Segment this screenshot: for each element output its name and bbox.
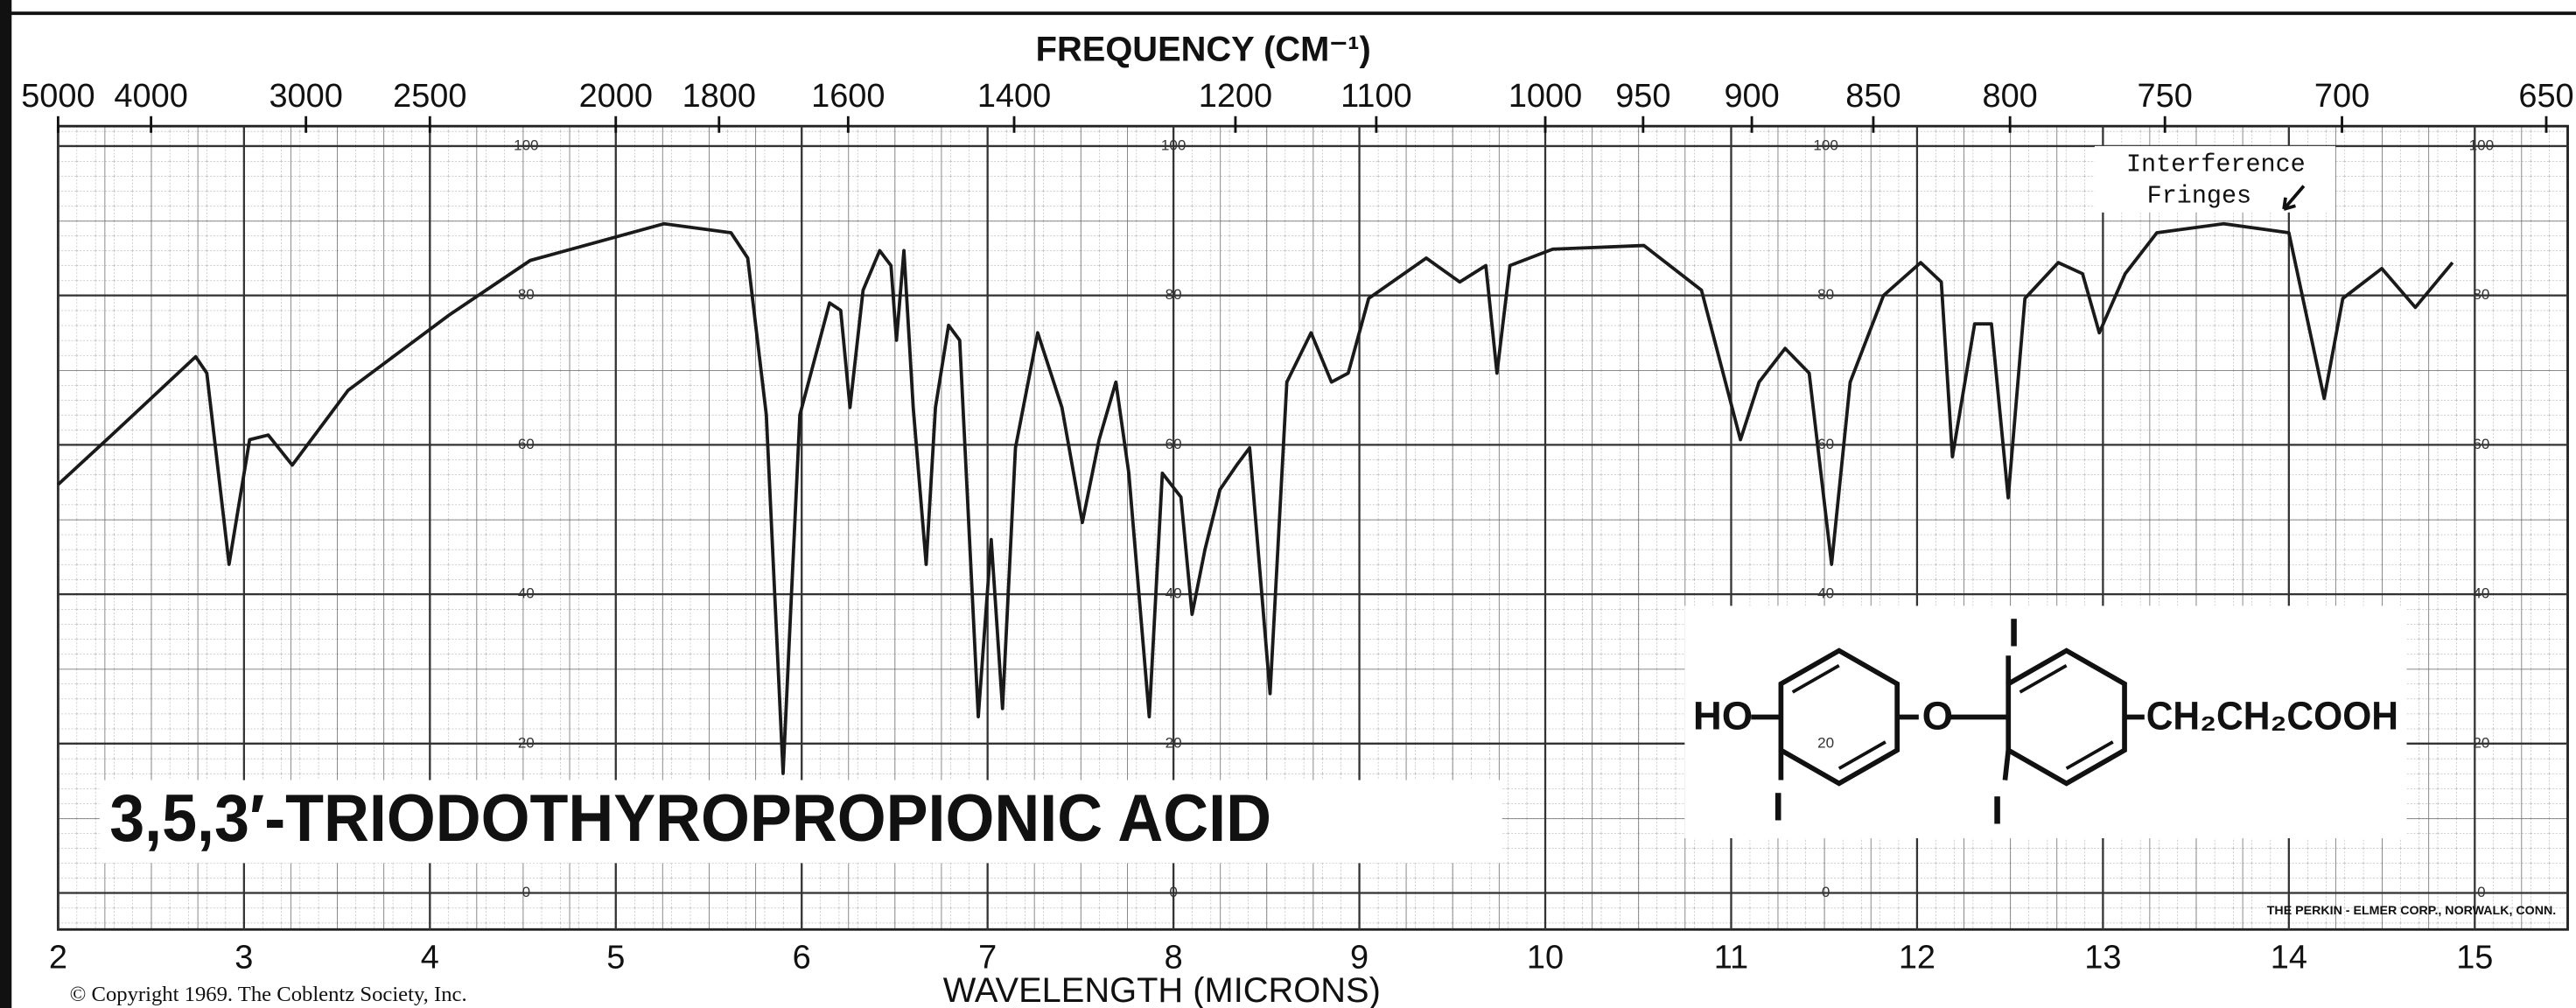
grid (57, 126, 2568, 930)
structure-labels: HO O I I I CH₂CH₂COOH (1693, 611, 2398, 833)
y-tick-label: 40 (518, 585, 535, 602)
top-tick-label: 2500 (393, 78, 466, 115)
y-tick-label: 80 (518, 286, 535, 303)
y-tick-label: 60 (2473, 436, 2489, 452)
y-tick-label: 0 (522, 884, 531, 900)
y-tick-label: 60 (1166, 436, 1182, 452)
annotation: Interference (2126, 150, 2306, 178)
compound-name: 3,5,3′-TRIODOTHYROPROPIONIC ACID (109, 781, 1271, 856)
y-tick-label: 80 (1817, 286, 1834, 303)
top-tick-label: 1400 (977, 78, 1051, 115)
x-tick-label: 4 (421, 939, 439, 976)
top-tick-label: 950 (1615, 78, 1670, 115)
y-tick-label: 100 (514, 136, 538, 153)
structure-box (1684, 606, 2407, 838)
top-tick-label: 1100 (1340, 78, 1412, 115)
x-tick-label: 10 (1527, 939, 1564, 976)
y-tick-label: 20 (2473, 734, 2489, 751)
top-tick-label: 2000 (579, 78, 653, 115)
structure (1751, 648, 2145, 787)
y-tick-label: 0 (1822, 884, 1830, 900)
x-axis-label: WAVELENGTH (MICRONS) (943, 971, 1381, 1008)
y-tick-label: 100 (2469, 136, 2494, 153)
top-tick-label: 700 (2314, 78, 2370, 115)
y-tick-label: 80 (1166, 286, 1182, 303)
atom-label: I (1992, 788, 2003, 833)
y-tick-label: 20 (1817, 734, 1834, 751)
y-tick-label: 0 (2477, 884, 2486, 900)
top-tick-label: 1000 (1508, 78, 1582, 115)
bonds (1751, 655, 2145, 780)
x-tick-label: 7 (978, 939, 997, 976)
atom-label: I (1773, 785, 1784, 830)
x-tick-label: 2 (49, 939, 67, 976)
top-tick-label: 900 (1724, 78, 1779, 115)
top-tick-label: 4000 (114, 78, 187, 115)
top-tick-label: 3000 (269, 78, 342, 115)
y-tick-label: 100 (1161, 136, 1186, 153)
ring (1778, 648, 1900, 787)
substituent-label: CH₂CH₂COOH (2146, 693, 2398, 738)
top-tick-label: 800 (1983, 78, 2038, 115)
x-tick-label: 11 (1714, 939, 1748, 976)
y-tick-label: 40 (1166, 585, 1182, 602)
top-tick-label: 650 (2518, 78, 2573, 115)
y-tick-label: 60 (1817, 436, 1834, 452)
name-box (99, 780, 1502, 864)
plot (57, 221, 2454, 775)
x-tick-label: 8 (1165, 939, 1183, 976)
y-tick-label: 40 (1817, 585, 1834, 602)
spectrum-line (57, 221, 2454, 775)
copyright: © Copyright 1969. The Coblentz Society, … (70, 983, 467, 1006)
y-tick-label: 60 (518, 436, 535, 452)
double-bonds (1791, 664, 2114, 770)
x-tick-label: 12 (1899, 939, 1936, 976)
x-tick-label: 15 (2456, 939, 2493, 976)
left-edge (0, 0, 12, 1008)
x-tick-label: 6 (793, 939, 811, 976)
y-tick-label: 20 (1166, 734, 1182, 751)
atom-label: HO (1693, 693, 1753, 738)
x-tick-label: 3 (234, 939, 253, 976)
top-tick-label: 750 (2138, 78, 2193, 115)
publisher: THE PERKIN - ELMER CORP., NORWALK, CONN. (2267, 904, 2556, 918)
top-tick-label: 1200 (1199, 78, 1272, 115)
y-tick-label: 80 (2473, 286, 2489, 303)
x-tick-label: 5 (606, 939, 625, 976)
y-tick-label: 40 (2473, 585, 2489, 602)
top-tick-label: 1800 (682, 78, 756, 115)
x-tick-label: 13 (2084, 939, 2121, 976)
x-tick-label: 9 (1350, 939, 1368, 976)
chart-title: FREQUENCY (CM⁻¹) (1036, 30, 1371, 68)
annotation-box (2094, 145, 2335, 213)
annotation-arrow (2282, 185, 2306, 211)
x-tick-label: 14 (2271, 939, 2307, 976)
atom-label: O (1922, 693, 1953, 738)
atom-label: I (2008, 611, 2020, 655)
top-tick-label: 1600 (811, 78, 885, 115)
y-tick-label: 0 (1169, 884, 1178, 900)
annotation: Fringes (2147, 181, 2251, 210)
top-tick-label: 5000 (21, 78, 94, 115)
y-tick-label: 100 (1813, 136, 1838, 153)
top-tick-label: 850 (1845, 78, 1900, 115)
y-tick-label: 20 (518, 734, 535, 751)
